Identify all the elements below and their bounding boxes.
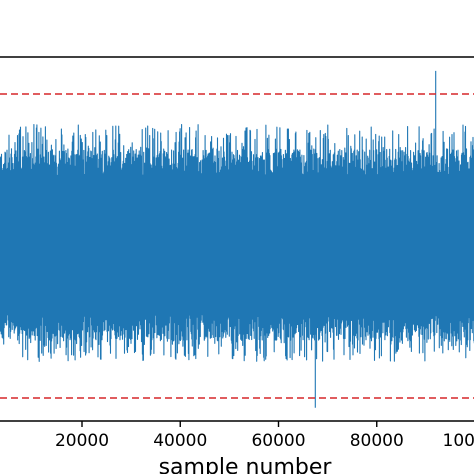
x-axis-label: sample number [159, 455, 333, 474]
x-tick-label: 20000 [55, 431, 109, 451]
plot-area [0, 70, 474, 408]
signal-series [0, 70, 474, 408]
x-tick-label: 60000 [251, 431, 305, 451]
x-axis-ticks: 20000 40000 60000 80000 100000 [55, 421, 474, 451]
x-tick-label: 100000 [443, 431, 474, 451]
x-tick-label: 40000 [153, 431, 207, 451]
axes-frame [0, 56, 474, 422]
x-tick-label: 80000 [350, 431, 404, 451]
